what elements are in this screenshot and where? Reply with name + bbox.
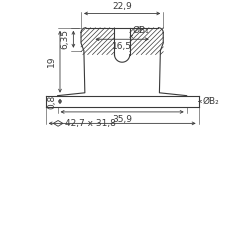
Text: 22,9: 22,9	[112, 2, 132, 11]
Text: 19: 19	[47, 56, 56, 68]
Text: 35,9: 35,9	[112, 115, 132, 124]
Text: 6,35: 6,35	[60, 29, 70, 49]
Text: ØB₂: ØB₂	[202, 97, 219, 106]
Text: 0,8: 0,8	[47, 94, 56, 108]
Text: ØB₁: ØB₁	[133, 26, 150, 35]
Text: 42,7 x 31,8: 42,7 x 31,8	[65, 119, 116, 128]
Text: 16,5: 16,5	[112, 42, 132, 51]
